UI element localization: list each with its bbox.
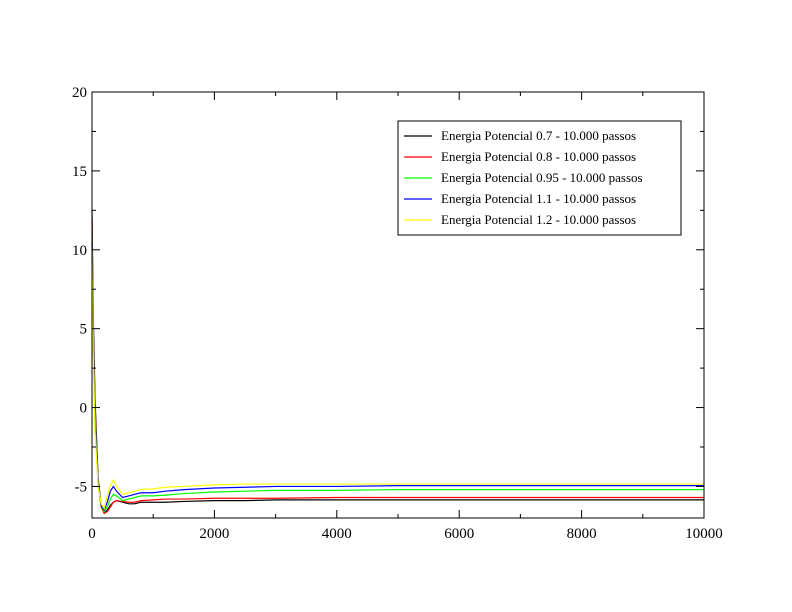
series-line-2 xyxy=(91,233,704,513)
legend-box xyxy=(397,120,682,236)
y-tick-label: 20 xyxy=(72,85,87,101)
series-line-0 xyxy=(91,210,704,515)
series-layer xyxy=(91,210,704,515)
y-tick-label: 5 xyxy=(80,322,88,338)
x-tick-label: 0 xyxy=(88,526,96,542)
legend-label-1: Energia Potencial 0.8 - 10.000 passos xyxy=(441,149,636,164)
y-tick-label: 0 xyxy=(80,401,88,417)
legend-label-2: Energia Potencial 0.95 - 10.000 passos xyxy=(441,170,643,185)
y-tick-label: 15 xyxy=(72,164,87,180)
legend-label-0: Energia Potencial 0.7 - 10.000 passos xyxy=(441,128,636,143)
ticks-layer: 0 2000 4000 6000 8000 10000 20 15 10 5 0 -5 xyxy=(72,85,723,542)
series-line-3 xyxy=(91,241,704,512)
legend: Energia Potencial 0.7 - 10.000 passos Ene… xyxy=(397,120,682,236)
legend-label-4: Energia Potencial 1.2 - 10.000 passos xyxy=(441,212,636,227)
legend-label-3: Energia Potencial 1.1 - 10.000 passos xyxy=(441,191,636,206)
x-tick-label: 6000 xyxy=(444,526,474,542)
x-tick-label: 2000 xyxy=(199,526,229,542)
y-tick-label: -5 xyxy=(75,479,88,495)
x-tick-label: 8000 xyxy=(567,526,597,542)
x-tick-label: 10000 xyxy=(685,526,723,542)
series-line-4 xyxy=(91,249,704,511)
series-line-1 xyxy=(91,218,704,515)
y-tick-label: 10 xyxy=(72,243,87,259)
x-tick-label: 4000 xyxy=(322,526,352,542)
